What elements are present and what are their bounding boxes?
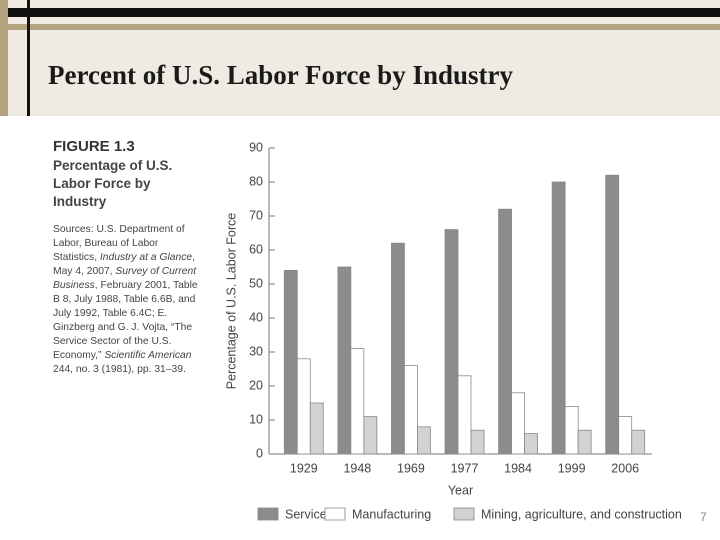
bar — [309, 402, 324, 455]
bar — [363, 416, 378, 455]
source-title: Scientific American — [104, 350, 192, 361]
source-text: Sources: U.S. Department of Labor, Burea… — [53, 224, 185, 263]
y-tick-label: 60 — [249, 242, 263, 256]
stripe — [0, 8, 720, 17]
source-text: , May 4, 2007, — [53, 252, 195, 277]
stripe — [27, 0, 30, 116]
bar — [631, 429, 646, 455]
bar — [337, 266, 352, 455]
bar — [605, 174, 620, 455]
figure-sources: Sources: U.S. Department of Labor, Burea… — [53, 223, 203, 377]
figure-caption: Percentage of U.S. Labor Force by Indust… — [53, 158, 173, 209]
legend-label: Manufacturing — [352, 507, 431, 521]
stripe — [0, 24, 720, 30]
bar — [564, 405, 579, 455]
y-tick-label: 0 — [256, 446, 263, 460]
x-tick-label: 1969 — [397, 461, 425, 475]
y-tick-label: 90 — [249, 140, 263, 154]
source-title: Survey of Current Business — [53, 266, 197, 291]
x-tick-label: 2006 — [611, 461, 639, 475]
bar — [404, 365, 418, 455]
x-axis-label: Year — [448, 483, 473, 497]
x-tick-label: 1999 — [558, 461, 586, 475]
slide-title: Percent of U.S. Labor Force by Industry — [48, 60, 513, 90]
y-tick-label: 50 — [249, 276, 263, 290]
bar — [470, 429, 485, 455]
source-text: , February 2001, Table B 8, July 1988, T… — [53, 280, 198, 361]
legend-label: Mining, agriculture, and construction — [481, 507, 682, 521]
bar — [457, 375, 472, 455]
stripe — [0, 0, 8, 116]
bar — [391, 242, 405, 455]
bar — [551, 181, 566, 455]
y-tick-label: 70 — [249, 208, 263, 222]
x-tick-label: 1977 — [451, 461, 479, 475]
y-tick-label: 40 — [249, 310, 263, 324]
bar — [577, 429, 592, 455]
x-tick-label: 1984 — [504, 461, 532, 475]
bar — [444, 229, 459, 455]
legend-swatch — [453, 507, 475, 521]
y-tick-label: 10 — [249, 412, 263, 426]
x-tick-label: 1948 — [343, 461, 371, 475]
y-tick-label: 20 — [249, 378, 263, 392]
bar — [511, 392, 525, 455]
page-number: 7 — [700, 510, 707, 524]
legend-swatch — [324, 507, 346, 521]
bar — [283, 269, 298, 455]
header-band — [0, 0, 720, 116]
bar — [524, 433, 538, 455]
bar — [296, 358, 311, 455]
y-axis-label: Percentage of U.S. Labor Force — [224, 213, 238, 390]
figure-label: FIGURE 1.3 — [53, 138, 135, 155]
source-text: 244, no. 3 (1981), pp. 31–39. — [53, 364, 186, 375]
bar — [350, 348, 365, 455]
y-tick-label: 80 — [249, 174, 263, 188]
legend-label: Services — [285, 507, 333, 521]
source-title: Industry at a Glance — [99, 252, 193, 263]
legend-swatch — [257, 507, 279, 521]
figure-text: FIGURE 1.3 Percentage of U.S. Labor Forc… — [53, 138, 203, 377]
y-tick-label: 30 — [249, 344, 263, 358]
x-tick-label: 1929 — [290, 461, 318, 475]
bar — [618, 416, 633, 455]
bar — [417, 426, 431, 455]
bar — [498, 208, 512, 455]
